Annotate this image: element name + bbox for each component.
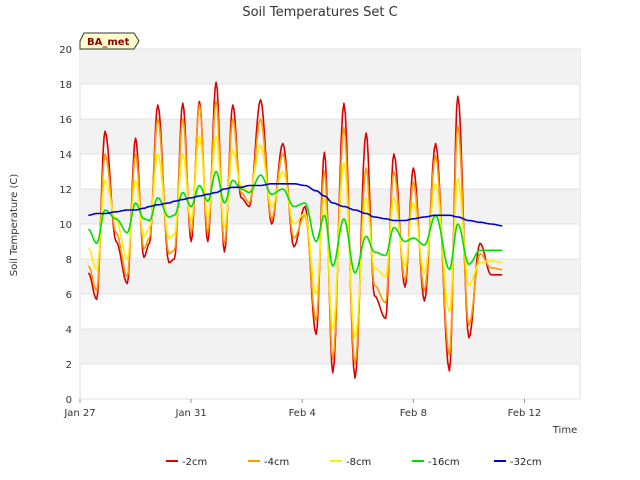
y-tick-label: 12 xyxy=(59,185,72,196)
series-line-8cm xyxy=(87,135,503,339)
legend-label: -8cm xyxy=(346,457,371,468)
y-tick-label: 0 xyxy=(66,395,72,406)
y-tick-label: 2 xyxy=(66,360,72,371)
x-axis-ticks: Jan 27 Jan 31 Feb 4 Feb 8 Feb 12 xyxy=(63,399,541,419)
grid-band xyxy=(80,119,580,154)
x-tick-label: Jan 31 xyxy=(174,408,206,419)
series-line-32cm xyxy=(88,183,503,227)
legend-label: -32cm xyxy=(510,457,542,468)
legend-label: -4cm xyxy=(264,457,289,468)
legend-label: -2cm xyxy=(182,457,207,468)
y-tick-label: 10 xyxy=(59,220,72,231)
legend: -2cm -4cm -8cm -16cm -32cm xyxy=(166,457,542,468)
chart-title: Soil Temperatures Set C xyxy=(242,5,397,20)
x-tick-label: Feb 12 xyxy=(508,408,542,419)
y-axis-ticks: 0 2 4 6 8 10 12 14 16 18 20 xyxy=(59,45,72,406)
series-layer xyxy=(87,81,503,379)
series-line-16cm xyxy=(87,170,503,274)
badge-shape xyxy=(79,32,140,50)
y-tick-label: 14 xyxy=(59,150,72,161)
y-tick-label: 6 xyxy=(66,290,72,301)
y-tick-label: 8 xyxy=(66,255,72,266)
x-axis-title: Time xyxy=(552,425,577,436)
y-tick-label: 4 xyxy=(66,325,72,336)
y-tick-label: 20 xyxy=(59,45,72,56)
grid-band xyxy=(80,49,580,84)
y-axis-title: Soil Temperature (C) xyxy=(9,174,20,277)
x-tick-label: Jan 27 xyxy=(63,408,95,419)
x-tick-label: Feb 8 xyxy=(400,408,427,419)
legend-label: -16cm xyxy=(428,457,460,468)
y-tick-label: 16 xyxy=(59,115,72,126)
station-badge: BA_met xyxy=(79,32,140,50)
y-tick-label: 18 xyxy=(59,80,72,91)
x-tick-label: Feb 4 xyxy=(289,408,316,419)
badge-label: BA_met xyxy=(87,37,130,48)
